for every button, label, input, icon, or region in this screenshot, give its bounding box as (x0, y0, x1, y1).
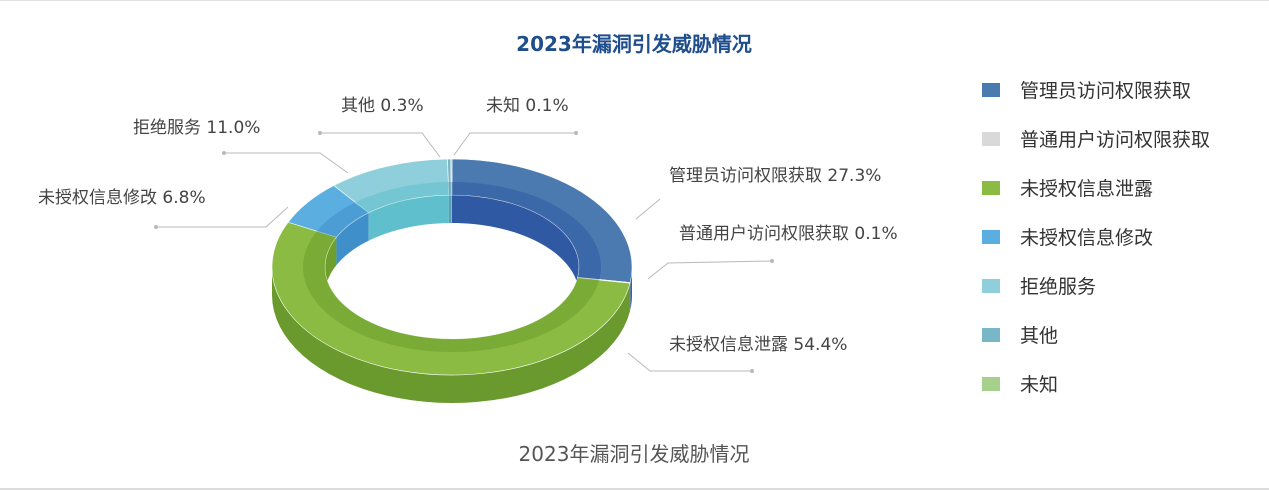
slice-2-data-label: 未授权信息泄露 54.4% (669, 335, 847, 355)
slice-6-data-label: 未知 0.1% (486, 96, 569, 116)
slice-1-data-label: 普通用户访问权限获取 0.1% (679, 224, 898, 244)
slice-0-leader-line (636, 199, 660, 219)
legend-label-4[interactable]: 拒绝服务 (1020, 276, 1096, 298)
legend-label-1[interactable]: 普通用户访问权限获取 (1020, 129, 1210, 151)
slice-6-leader-dot (574, 131, 578, 135)
donut-layer (272, 159, 632, 403)
chart-caption: 2023年漏洞引发威胁情况 (519, 442, 750, 466)
legend-label-3[interactable]: 未授权信息修改 (1020, 227, 1153, 249)
legend-label-2[interactable]: 未授权信息泄露 (1020, 178, 1153, 200)
legend-swatch-3 (982, 230, 1000, 244)
slice-3-leader-line (156, 207, 288, 227)
label-layer: 管理员访问权限获取 27.3% 普通用户访问权限获取 0.1% 未授权信息泄露 54… (38, 96, 898, 373)
slice-1-leader-line (648, 261, 772, 279)
legend-label-6[interactable]: 未知 (1020, 374, 1058, 396)
legend-swatch-5 (982, 328, 1000, 342)
legend-swatch-0 (982, 83, 1000, 97)
legend-swatch-1 (982, 132, 1000, 146)
slice-5-data-label: 其他 0.3% (341, 96, 424, 116)
chart-title: 2023年漏洞引发威胁情况 (516, 32, 752, 56)
slice-5-leader-dot (318, 131, 322, 135)
slice-2-leader-dot (750, 369, 754, 373)
slice-6-inner-side (451, 195, 452, 223)
legend-swatch-2 (982, 181, 1000, 195)
slice-0-data-label: 管理员访问权限获取 27.3% (669, 166, 881, 186)
legend-label-0[interactable]: 管理员访问权限获取 (1020, 80, 1191, 102)
slice-3-data-label: 未授权信息修改 6.8% (38, 188, 206, 208)
slice-5-leader-line (320, 133, 440, 157)
legend-swatch-6 (982, 377, 1000, 391)
slice-3-leader-dot (154, 225, 158, 229)
slice-4-data-label: 拒绝服务 11.0% (133, 118, 260, 138)
slice-4-leader-dot (222, 151, 226, 155)
legend-label-5[interactable]: 其他 (1020, 325, 1058, 347)
slice-5-inner-side (449, 195, 451, 223)
slice-4-leader-line (224, 153, 348, 173)
slice-2-leader-line (628, 353, 752, 371)
slice-6-leader-line (454, 133, 576, 155)
slice-1-leader-dot (770, 259, 774, 263)
legend: 管理员访问权限获取普通用户访问权限获取未授权信息泄露未授权信息修改拒绝服务其他未… (982, 80, 1210, 396)
legend-swatch-4 (982, 279, 1000, 293)
slice-6-inner-band (451, 182, 452, 195)
